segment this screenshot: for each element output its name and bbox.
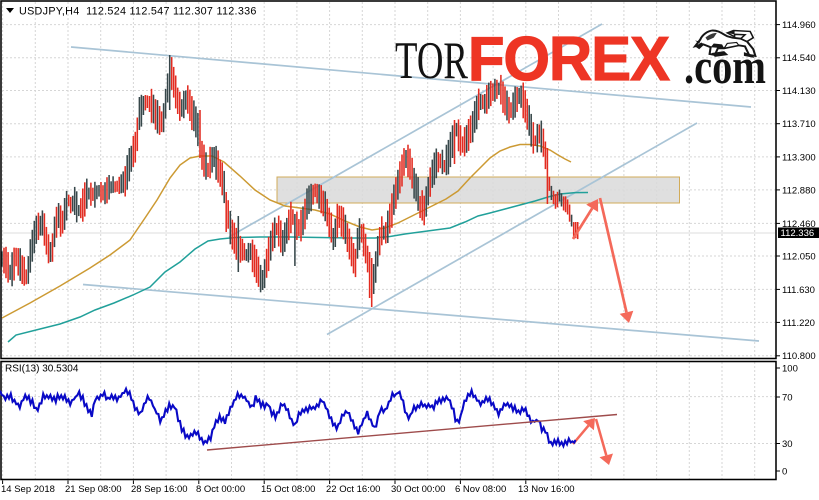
- svg-text:15 Oct 08:00: 15 Oct 08:00: [261, 484, 315, 495]
- svg-text:111.630: 111.630: [782, 285, 815, 296]
- svg-text:114.540: 114.540: [782, 53, 816, 64]
- svg-text:112.336: 112.336: [781, 228, 815, 239]
- svg-text:13 Nov 16:00: 13 Nov 16:00: [518, 484, 575, 495]
- svg-text:RSI(13) 30.5304: RSI(13) 30.5304: [5, 364, 79, 375]
- svg-text:112.050: 112.050: [782, 251, 816, 262]
- svg-text:6 Nov 08:00: 6 Nov 08:00: [455, 484, 506, 495]
- svg-text:22 Oct 16:00: 22 Oct 16:00: [326, 484, 380, 495]
- svg-text:110.800: 110.800: [782, 351, 816, 362]
- svg-text:112.460: 112.460: [782, 219, 816, 230]
- svg-text:100: 100: [782, 363, 798, 374]
- svg-text:111.220: 111.220: [782, 318, 815, 329]
- svg-text:112.880: 112.880: [782, 185, 816, 196]
- svg-text:114.130: 114.130: [782, 86, 816, 97]
- svg-text:28 Sep 16:00: 28 Sep 16:00: [131, 484, 188, 495]
- svg-text:113.710: 113.710: [782, 119, 816, 130]
- svg-text:FOREX: FOREX: [468, 25, 670, 94]
- svg-text:8 Oct 00:00: 8 Oct 00:00: [196, 484, 245, 495]
- svg-text:21 Sep 08:00: 21 Sep 08:00: [65, 484, 122, 495]
- svg-text:USDJPY,H4 112.524 112.547 112: USDJPY,H4 112.524 112.547 112.307 112.33…: [19, 6, 257, 18]
- svg-text:30 Oct 00:00: 30 Oct 00:00: [391, 484, 445, 495]
- svg-text:70: 70: [782, 392, 793, 403]
- svg-text:14 Sep 2018: 14 Sep 2018: [1, 484, 55, 495]
- svg-text:30: 30: [782, 439, 793, 450]
- svg-text:114.960: 114.960: [782, 20, 816, 31]
- svg-text:TOR: TOR: [395, 32, 468, 90]
- svg-text:113.300: 113.300: [782, 152, 816, 163]
- svg-text:0: 0: [782, 466, 787, 477]
